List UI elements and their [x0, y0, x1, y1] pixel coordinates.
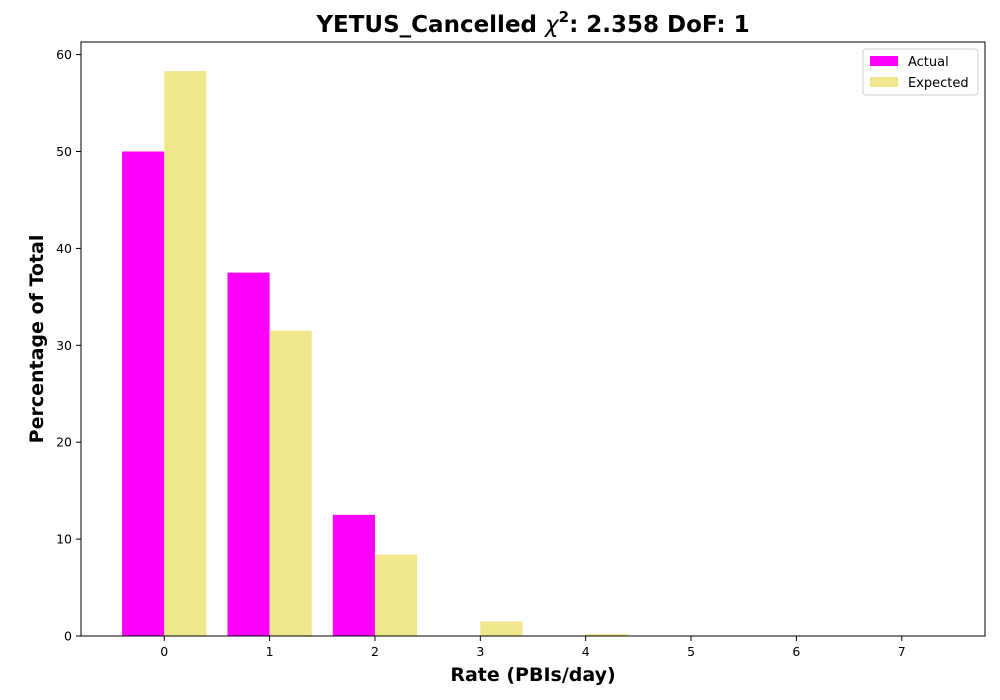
x-tick-label: 0 — [160, 644, 168, 659]
bar-expected-1 — [269, 330, 312, 636]
plot-frame — [80, 41, 986, 637]
x-axis-label: Rate (PBIs/day) — [450, 664, 615, 686]
bar-actual-1 — [227, 272, 270, 636]
legend-swatch-actual — [870, 56, 898, 66]
bar-actual-0 — [122, 151, 165, 636]
bar-actual-2 — [332, 514, 375, 636]
x-tick-label: 2 — [371, 644, 379, 659]
legend-label-actual: Actual — [908, 55, 949, 70]
chart-title: YETUS_Cancelled χ2: 2.358 DoF: 1 — [315, 8, 749, 38]
y-tick-label: 50 — [56, 144, 72, 159]
x-axis-ticks: 0 1 2 3 4 5 6 7 — [160, 636, 906, 659]
chart-title-main: YETUS_Cancelled — [315, 12, 537, 38]
x-tick-label: 3 — [476, 644, 484, 659]
chart-title-chi: χ — [543, 12, 560, 38]
bar-expected-4 — [585, 634, 628, 636]
y-tick-label: 30 — [56, 338, 72, 353]
y-tick-label: 10 — [56, 532, 72, 547]
legend: Actual Expected — [862, 48, 979, 96]
x-tick-label: 4 — [582, 644, 590, 659]
bar-expected-2 — [374, 554, 418, 636]
legend-swatch-expected — [870, 77, 898, 87]
x-tick-label: 6 — [792, 644, 800, 659]
y-tick-label: 40 — [56, 241, 72, 256]
x-tick-label: 5 — [687, 644, 695, 659]
y-tick-label: 60 — [56, 47, 72, 62]
bar-expected-3 — [480, 621, 523, 636]
x-tick-label: 7 — [898, 644, 906, 659]
bar-expected-0 — [164, 71, 207, 637]
chart-title-chi-power: 2 — [559, 8, 569, 26]
legend-label-expected: Expected — [908, 76, 969, 91]
x-tick-label: 1 — [266, 644, 274, 659]
y-tick-label: 0 — [64, 629, 72, 644]
y-axis-label: Percentage of Total — [26, 235, 48, 444]
chart-title-stat: : 2.358 DoF: 1 — [569, 12, 750, 38]
bars — [122, 71, 944, 637]
y-tick-label: 20 — [56, 435, 72, 450]
y-axis-ticks: 0 10 20 30 40 50 60 — [56, 47, 81, 644]
